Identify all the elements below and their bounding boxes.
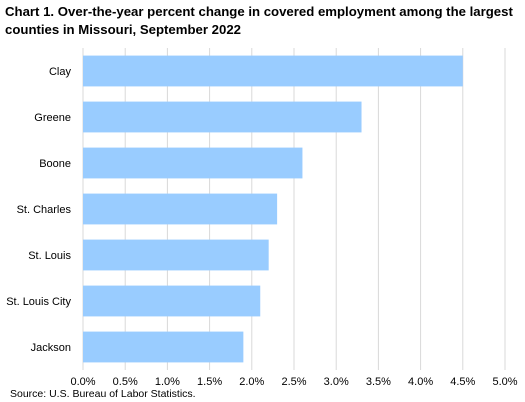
x-tick-label: 5.0% [492,376,517,388]
chart-title: Chart 1. Over-the-year percent change in… [5,4,513,37]
x-tick-label: 3.5% [366,376,391,388]
x-tick-label: 3.0% [324,376,349,388]
category-label: St. Charles [17,204,72,216]
x-tick-label: 0.0% [70,376,95,388]
bar [83,101,362,133]
x-tick-labels: 0.0% 0.5% 1.0% 1.5% 2.0% 2.5% 3.0% 3.5% 4.0% 4.5%… [70,376,517,388]
bar [83,239,269,271]
bar [83,331,244,363]
bar [83,193,278,225]
bar [83,55,463,87]
x-tick-label: 1.0% [155,376,180,388]
bars [83,55,463,363]
category-label: Boone [39,158,71,170]
category-label: St. Louis [28,250,71,262]
x-tick-label: 2.0% [239,376,264,388]
category-label: Jackson [31,342,71,354]
x-tick-label: 4.5% [450,376,475,388]
x-tick-label: 1.5% [197,376,222,388]
source-note: Source: U.S. Bureau of Labor Statistics. [10,388,196,400]
category-label: Clay [49,66,72,78]
category-labels: Clay Greene Boone St. Charles St. Louis St. L… [6,66,71,354]
x-tick-label: 0.5% [113,376,138,388]
bar [83,147,303,179]
category-label: Greene [34,112,71,124]
category-label: St. Louis City [6,296,71,308]
x-tick-label: 4.0% [408,376,433,388]
bar [83,285,261,317]
x-tick-label: 2.5% [281,376,306,388]
